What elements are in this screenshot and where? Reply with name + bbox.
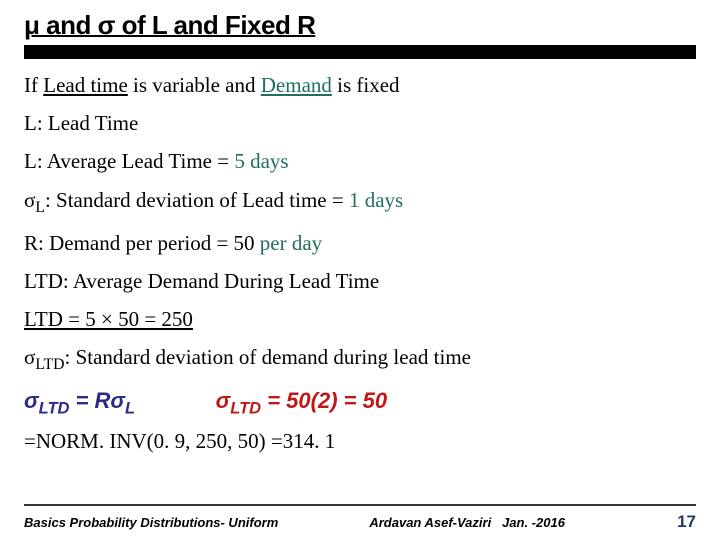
slide-container: μ and σ of L and Fixed R If Lead time is… bbox=[0, 0, 720, 540]
formula-sigma-ltd-r: σLTD = RσL bbox=[24, 388, 135, 413]
footer-page-number: 17 bbox=[656, 512, 696, 532]
text-fragment: R: Demand per period = 50 bbox=[24, 231, 260, 255]
text-fragment: is variable and bbox=[128, 73, 261, 97]
title-underline-bar bbox=[24, 45, 696, 59]
demand-underlined: Demand bbox=[261, 73, 332, 97]
footer-left: Basics Probability Distributions- Unifor… bbox=[24, 515, 278, 530]
footer-rule bbox=[24, 504, 696, 506]
sigma-symbol: σ bbox=[24, 345, 35, 369]
text-fragment: If bbox=[24, 73, 43, 97]
footer-row: Basics Probability Distributions- Unifor… bbox=[24, 512, 696, 532]
lead-time-underlined: Lead time bbox=[43, 73, 128, 97]
formula-row: σLTD = RσL σLTD = 50(2) = 50 bbox=[24, 388, 696, 419]
footer-mid: Ardavan Asef-Vaziri Jan. -2016 bbox=[278, 515, 656, 530]
footer-author: Ardavan Asef-Vaziri bbox=[369, 515, 491, 530]
line-condition: If Lead time is variable and Demand is f… bbox=[24, 73, 696, 98]
value-days: 5 days bbox=[234, 149, 288, 173]
line-ltd-def: LTD: Average Demand During Lead Time bbox=[24, 269, 696, 294]
text-fragment: : Standard deviation of demand during le… bbox=[65, 345, 471, 369]
subscript-ltd: LTD bbox=[35, 356, 64, 373]
value-days: 1 days bbox=[349, 188, 403, 212]
line-l-avg: L: Average Lead Time = 5 days bbox=[24, 149, 696, 174]
sigma-symbol: σ bbox=[24, 188, 35, 212]
line-r-demand: R: Demand per period = 50 per day bbox=[24, 231, 696, 256]
text-fragment: L: Average Lead Time = bbox=[24, 149, 234, 173]
slide-body: If Lead time is variable and Demand is f… bbox=[24, 73, 696, 455]
text-fragment: : Standard deviation of Lead time = bbox=[45, 188, 349, 212]
text-fragment: is fixed bbox=[332, 73, 400, 97]
line-ltd-calc: LTD = 5 × 50 = 250 bbox=[24, 307, 193, 332]
formula-sigma-ltd-50: σLTD = 50(2) = 50 bbox=[216, 388, 387, 413]
slide-title: μ and σ of L and Fixed R bbox=[24, 10, 696, 41]
line-sigma-l: σL: Standard deviation of Lead time = 1 … bbox=[24, 188, 696, 218]
line-norminv: =NORM. INV(0. 9, 250, 50) =314. 1 bbox=[24, 429, 696, 454]
footer-date: Jan. -2016 bbox=[502, 515, 565, 530]
value-per-day: per day bbox=[260, 231, 322, 255]
subscript-l: L bbox=[35, 199, 45, 216]
slide-footer: Basics Probability Distributions- Unifor… bbox=[0, 498, 720, 540]
line-l-def: L: Lead Time bbox=[24, 111, 696, 136]
line-sigma-ltd: σLTD: Standard deviation of demand durin… bbox=[24, 345, 696, 375]
